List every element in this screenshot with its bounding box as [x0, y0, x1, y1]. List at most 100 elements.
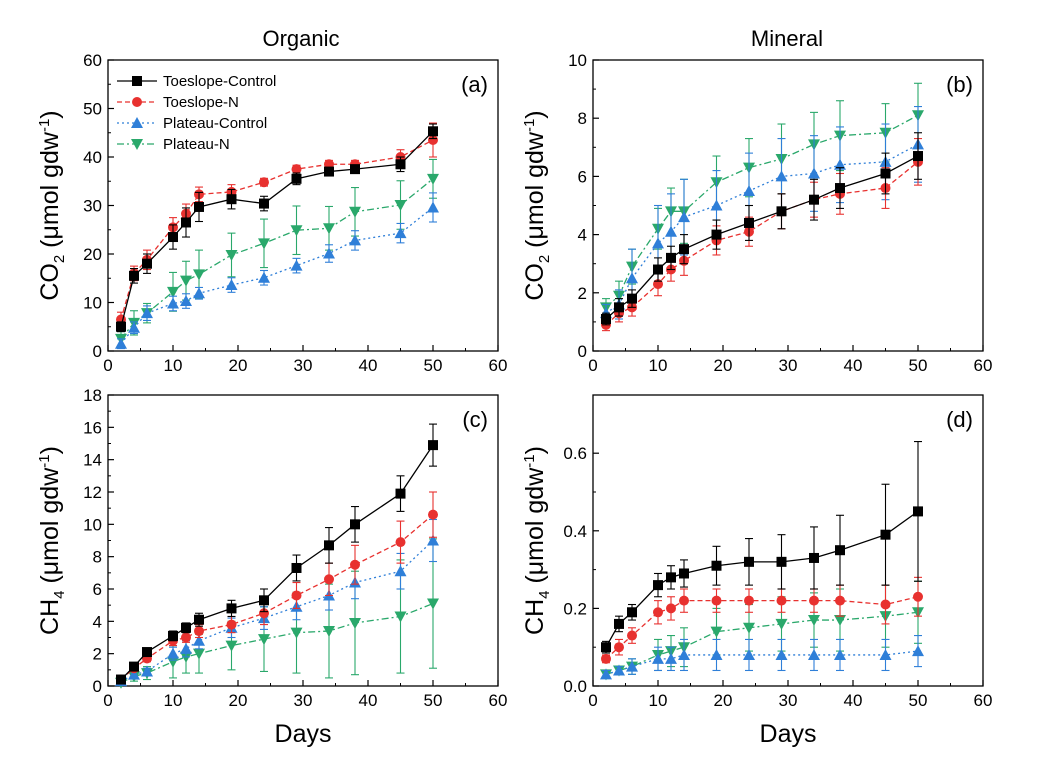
- data-point: [141, 307, 153, 319]
- data-point: [835, 595, 845, 606]
- series-plateau-n: [115, 158, 439, 347]
- data-point: [323, 223, 335, 235]
- data-point: [613, 664, 625, 676]
- data-point: [427, 201, 439, 213]
- x-tick-label: 50: [909, 691, 928, 710]
- x-tick-label: 40: [359, 356, 378, 375]
- data-point: [666, 572, 676, 583]
- data-point: [290, 259, 303, 271]
- data-point: [324, 574, 334, 585]
- data-point: [349, 617, 361, 629]
- plot-frame: [592, 59, 984, 352]
- series-plateau-n: [600, 580, 924, 681]
- series-plateau-control: [600, 106, 924, 323]
- data-point: [226, 603, 237, 614]
- x-tick-label: 50: [909, 356, 928, 375]
- x-tick-label: 20: [229, 356, 248, 375]
- data-point: [601, 642, 611, 653]
- data-point: [913, 506, 923, 517]
- data-point: [427, 534, 439, 546]
- x-tick-label: 30: [779, 691, 798, 710]
- data-point: [129, 270, 139, 281]
- x-tick-label: 30: [294, 356, 313, 375]
- series-toeslope-n: [601, 138, 923, 332]
- y-tick-label: 0: [93, 677, 102, 696]
- data-point: [350, 164, 360, 175]
- x-tick-label: 60: [489, 356, 508, 375]
- data-point: [259, 608, 269, 619]
- data-point: [653, 607, 663, 618]
- data-point: [665, 652, 677, 664]
- data-point: [627, 607, 637, 618]
- x-tick-label: 40: [844, 691, 863, 710]
- data-point: [775, 618, 788, 630]
- data-point: [627, 293, 637, 304]
- data-point: [258, 238, 270, 250]
- data-point: [349, 206, 361, 218]
- data-point: [259, 177, 269, 188]
- series-toeslope-control: [601, 441, 923, 654]
- data-point: [601, 653, 611, 664]
- data-point: [428, 440, 438, 451]
- y-tick-label: 18: [83, 386, 102, 405]
- y-tick-label: 0.2: [563, 599, 587, 618]
- series-line: [605, 143, 919, 314]
- data-point: [258, 634, 270, 646]
- x-tick-label: 10: [164, 356, 183, 375]
- panel-letter: (d): [946, 407, 973, 432]
- y-tick-label: 0.0: [563, 677, 587, 696]
- series-toeslope-control: [116, 123, 438, 333]
- data-point: [128, 668, 140, 680]
- x-axis-label-right: Days: [760, 720, 817, 748]
- data-point: [324, 540, 334, 551]
- data-point: [180, 295, 192, 307]
- x-tick-label: 20: [229, 691, 248, 710]
- panel-letter: (c): [462, 407, 488, 432]
- data-point: [427, 173, 439, 185]
- data-point: [834, 158, 846, 170]
- series-toeslope-n: [601, 576, 923, 664]
- data-point: [167, 656, 179, 668]
- data-point: [880, 599, 891, 610]
- data-point: [835, 183, 845, 194]
- y-axis-label: CH4 (μmol gdw-1): [36, 446, 68, 635]
- legend-marker: [132, 97, 142, 107]
- data-point: [808, 615, 820, 627]
- data-point: [394, 565, 407, 577]
- data-point: [711, 595, 722, 606]
- data-point: [652, 652, 664, 664]
- data-point: [167, 647, 179, 659]
- data-point: [225, 279, 238, 291]
- series-line: [605, 510, 919, 648]
- x-tick-label: 0: [103, 691, 112, 710]
- panel-letter: (b): [946, 72, 973, 97]
- y-axis-label: CH4 (μmol gdw-1): [521, 446, 553, 635]
- y-tick-label: 8: [578, 109, 587, 128]
- data-point: [226, 619, 237, 630]
- data-point: [394, 200, 407, 212]
- data-point: [834, 615, 846, 627]
- data-point: [225, 249, 238, 261]
- data-point: [116, 674, 126, 685]
- data-point: [913, 151, 923, 162]
- x-tick-label: 60: [974, 691, 993, 710]
- data-point: [775, 648, 788, 660]
- data-point: [614, 302, 624, 313]
- data-point: [626, 660, 638, 672]
- data-point: [776, 595, 787, 606]
- data-point: [395, 537, 406, 548]
- data-point: [115, 337, 127, 349]
- data-point: [181, 632, 191, 643]
- series-plateau-control: [115, 518, 439, 687]
- legend: Toeslope-Control Toeslope-N Plateau-Contro…: [117, 73, 276, 153]
- data-point: [614, 642, 624, 653]
- data-point: [291, 173, 302, 184]
- data-point: [395, 159, 406, 170]
- data-point: [350, 519, 360, 530]
- data-point: [142, 647, 152, 658]
- data-point: [913, 591, 923, 602]
- panel-b: 0 10 20 30 40 50 60 0 2 4 6 8 10 CO2 (μmol gdw-1) (b): [521, 51, 992, 375]
- data-point: [291, 164, 302, 175]
- data-point: [394, 611, 407, 623]
- data-point: [711, 229, 722, 240]
